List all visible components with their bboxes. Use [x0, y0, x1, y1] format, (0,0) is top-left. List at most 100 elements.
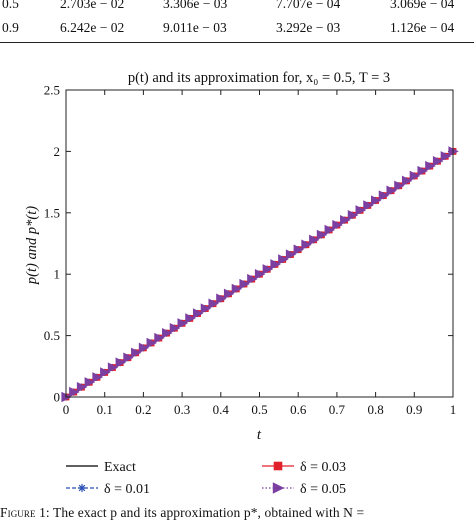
legend-label: Exact	[104, 460, 136, 475]
data-point-triangle	[285, 249, 297, 260]
data-point-triangle	[76, 381, 88, 393]
data-point-triangle	[69, 386, 80, 398]
data-point-triangle	[448, 146, 459, 157]
x-tick-label: 0.7	[329, 402, 346, 417]
table-cell: 3.292e − 03	[276, 20, 341, 35]
x-tick-label: 0.9	[406, 402, 422, 417]
data-point-triangle	[154, 332, 165, 344]
data-point-triangle	[200, 303, 212, 314]
table-cell: 2.703e − 02	[60, 0, 125, 11]
y-tick-label: 0.5	[44, 328, 60, 343]
table-cell: 3.306e − 03	[163, 0, 228, 11]
table-cell-x: 0.9	[2, 20, 19, 35]
data-point-triangle	[355, 205, 366, 216]
data-point-triangle	[316, 229, 328, 241]
data-point-triangle	[115, 357, 126, 368]
data-point-triangle	[309, 234, 320, 246]
data-point-triangle	[293, 244, 304, 255]
x-tick-label: 0.2	[135, 402, 151, 417]
data-point-triangle	[247, 273, 258, 285]
table-cell-x: 0.5	[2, 0, 19, 11]
table-cell: 9.011e − 03	[163, 20, 227, 35]
data-point-triangle	[432, 156, 444, 167]
data-point-triangle	[231, 283, 243, 295]
data-point-triangle	[239, 278, 250, 290]
table-cell: 1.126e − 04	[390, 20, 455, 35]
y-tick-label: 1.5	[44, 205, 60, 220]
legend-marker-star	[77, 483, 87, 493]
legend-label: δ = 0.03	[300, 460, 346, 475]
legend-marker-triangle	[272, 482, 285, 494]
data-point-triangle	[138, 342, 150, 354]
line-chart: p(t) and its approximation for, x₀ = 0.5…	[24, 70, 459, 497]
data-point-triangle	[162, 327, 173, 339]
data-point-triangle	[440, 151, 452, 162]
y-tick-label: 2.5	[44, 83, 60, 98]
x-tick-label: 0.3	[174, 402, 190, 417]
x-tick-label: 0.4	[213, 402, 230, 417]
data-point-triangle	[270, 259, 281, 270]
data-point-triangle	[84, 377, 96, 388]
data-point-triangle	[254, 269, 266, 280]
legend-item: δ = 0.01	[66, 482, 150, 497]
data-point-triangle	[169, 323, 181, 334]
legend-item: δ = 0.03	[262, 460, 346, 475]
table-row: 0.5 2.703e − 02 3.306e − 03 7.707e − 04 …	[0, 0, 474, 16]
data-point-triangle	[107, 362, 119, 373]
y-tick-label: 2	[54, 144, 61, 159]
table-cell: 7.707e − 04	[276, 0, 341, 11]
legend: Exact δ = 0.03 δ = 0.01 δ = 0.05	[66, 460, 346, 497]
data-point-triangle	[332, 219, 343, 231]
y-tick-label: 0	[54, 390, 61, 405]
data-point-triangle	[123, 352, 134, 363]
x-tick-label: 0.6	[290, 402, 307, 417]
data-point-triangle	[363, 200, 374, 211]
table-row: 0.9 6.242e − 02 9.011e − 03 3.292e − 03 …	[0, 20, 474, 40]
x-tick-label: 1	[450, 402, 457, 417]
caption-text: The exact p and its approximation p*, ob…	[53, 505, 365, 520]
table-cell: 3.069e − 04	[390, 0, 455, 11]
data-point-triangle	[324, 224, 335, 236]
data-point-triangle	[394, 180, 405, 191]
data-point-triangle	[131, 347, 142, 358]
data-point-triangle	[371, 195, 382, 206]
data-point-triangle	[386, 185, 397, 196]
data-point-triangle	[278, 254, 289, 265]
data-point-triangle	[92, 372, 103, 383]
data-point-triangle	[185, 313, 196, 324]
chart-title: p(t) and its approximation for, x₀ = 0.5…	[128, 70, 390, 86]
data-point-triangle	[409, 170, 421, 182]
data-point-triangle	[347, 210, 359, 221]
data-point-triangle	[216, 293, 227, 304]
x-tick-label: 0.5	[251, 402, 267, 417]
data-point-triangle	[223, 288, 235, 300]
figure-caption: Figure 1: The exact p and its approximat…	[0, 505, 364, 521]
legend-marker-square	[273, 461, 283, 471]
x-tick-label: 0.1	[97, 402, 113, 417]
x-axis-label: t	[257, 427, 262, 443]
data-point-triangle	[208, 298, 219, 309]
data-point-triangle	[417, 165, 428, 177]
table-bottom-rule	[0, 42, 474, 43]
data-point-triangle	[340, 214, 351, 226]
data-point-triangle	[401, 175, 413, 187]
legend-label: δ = 0.01	[104, 482, 150, 497]
legend-label: δ = 0.05	[300, 482, 346, 497]
data-point-triangle	[192, 308, 204, 319]
data-point-triangle	[100, 367, 111, 378]
data-point-triangle	[146, 337, 157, 349]
legend-item: δ = 0.05	[262, 482, 346, 497]
x-tick-label: 0.8	[367, 402, 383, 417]
plot-frame	[65, 89, 454, 398]
table-cell: 6.242e − 02	[60, 20, 125, 35]
caption-label: Figure 1:	[0, 505, 50, 520]
data-point-triangle	[262, 264, 274, 275]
x-tick-label: 0	[63, 402, 70, 417]
data-point-triangle	[378, 190, 390, 201]
y-tick-label: 1	[54, 267, 61, 282]
legend-item: Exact	[66, 460, 136, 475]
data-point-triangle	[177, 318, 188, 329]
data-point-triangle	[301, 239, 312, 250]
data-point-triangle	[425, 160, 436, 172]
y-axis-label: p(t) and p*(t)	[24, 206, 40, 285]
